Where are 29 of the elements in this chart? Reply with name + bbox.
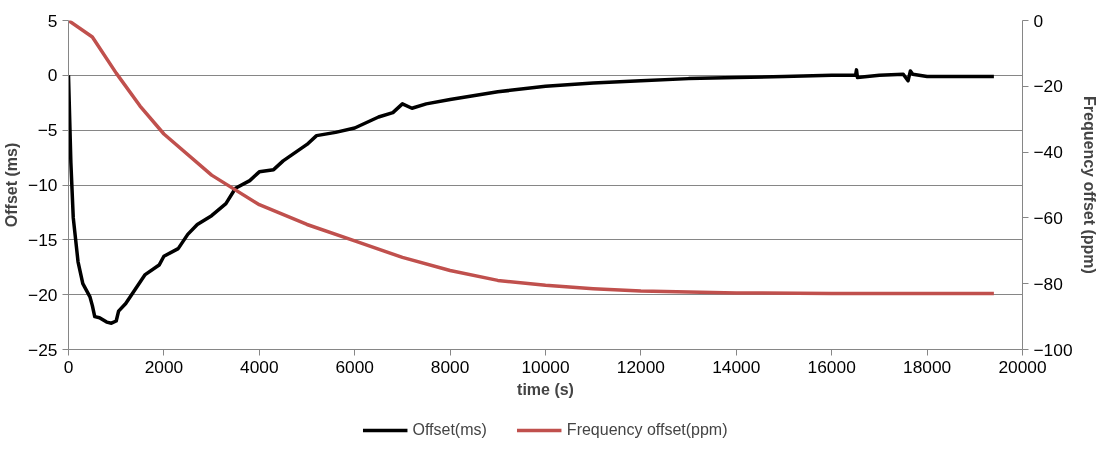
- line-series: [68, 68, 996, 325]
- x-tick-label: 0: [63, 356, 74, 377]
- x-tick-label: 10000: [521, 356, 570, 377]
- x-tick-label: 8000: [430, 356, 470, 377]
- y-tick-label: −25: [28, 339, 58, 360]
- y-tick-label: 0: [47, 65, 58, 86]
- y2-axis-title: Frequency offset (ppm): [1080, 96, 1098, 274]
- y-tick-label: −20: [28, 284, 58, 305]
- y-tick-label: −5: [37, 120, 58, 141]
- x-tick-label: 4000: [240, 356, 279, 377]
- legend-label: Offset(ms): [412, 421, 487, 439]
- y-tick-label: 5: [47, 10, 58, 31]
- y2-tick-label: −60: [1033, 207, 1063, 228]
- x-tick-label: 16000: [807, 356, 856, 377]
- x-tick-label: 14000: [712, 356, 761, 377]
- x-tick-label: 2000: [144, 356, 184, 377]
- legend-label: Frequency offset(ppm): [566, 421, 728, 439]
- line-series: [68, 20, 996, 296]
- y-tick-label: −15: [28, 229, 58, 250]
- y2-tick-label: −80: [1033, 273, 1063, 294]
- y2-tick-label: −20: [1033, 76, 1063, 97]
- y-tick-label: −10: [28, 175, 58, 195]
- x-tick-label: 6000: [335, 356, 374, 377]
- x-axis-title: time (s): [517, 380, 574, 398]
- y2-tick-label: −40: [1033, 142, 1063, 163]
- x-tick-label: 18000: [903, 356, 952, 377]
- x-tick-label: 12000: [616, 356, 665, 377]
- y-axis-title: Offset (ms): [3, 142, 21, 228]
- y2-tick-label: 0: [1033, 10, 1044, 31]
